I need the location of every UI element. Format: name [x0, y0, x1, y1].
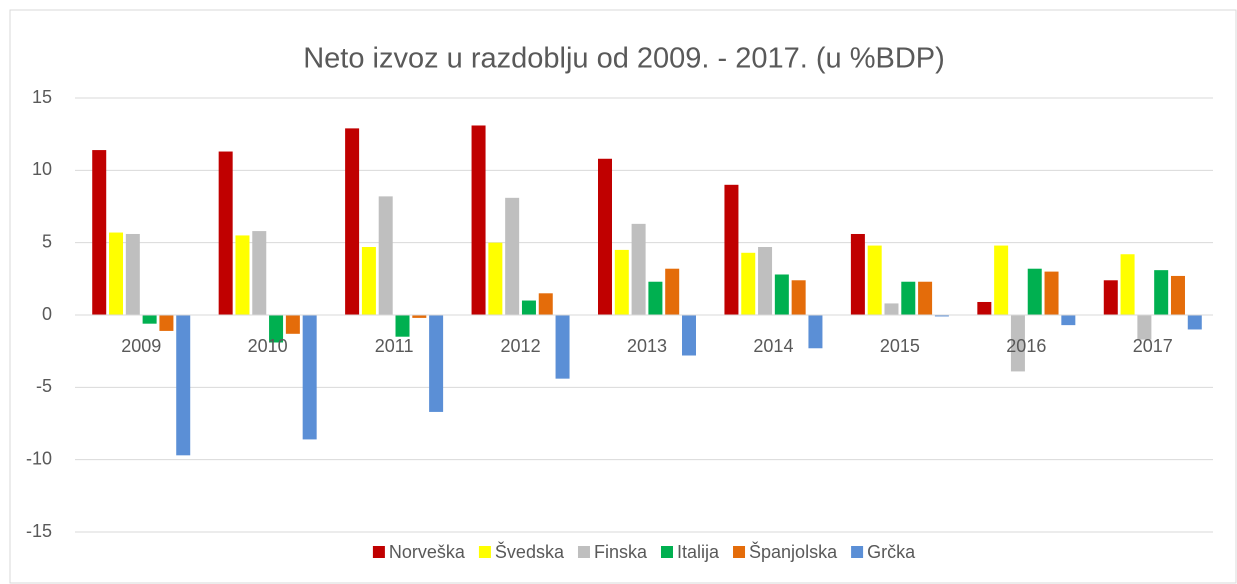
- bar: [682, 315, 696, 356]
- bar: [252, 231, 267, 315]
- bar: [521, 300, 536, 315]
- legend-label: Grčka: [867, 542, 916, 562]
- bar: [1027, 268, 1042, 315]
- bar: [1010, 315, 1025, 372]
- x-tick-label: 2011: [375, 336, 414, 356]
- x-tick-label: 2010: [248, 336, 288, 356]
- bar: [791, 280, 806, 315]
- bar: [125, 233, 140, 315]
- bar: [92, 150, 107, 315]
- bar: [598, 158, 612, 315]
- bar: [901, 281, 916, 315]
- bar: [1170, 275, 1185, 315]
- bar: [471, 125, 486, 315]
- y-tick-label: 0: [42, 304, 52, 324]
- legend-swatch: [478, 546, 491, 558]
- y-tick-label: -15: [26, 521, 52, 541]
- bar: [235, 235, 250, 315]
- bar: [218, 151, 233, 315]
- x-tick-label: 2017: [1133, 336, 1173, 356]
- bar: [176, 315, 191, 456]
- legend-label: Švedska: [495, 541, 565, 562]
- bar: [884, 303, 899, 315]
- x-tick-label: 2016: [1006, 336, 1046, 356]
- bar: [1044, 271, 1059, 315]
- bar: [808, 315, 823, 349]
- bar: [741, 252, 756, 315]
- bar: [665, 268, 680, 315]
- bar: [977, 301, 992, 315]
- x-tick-label: 2014: [753, 336, 793, 356]
- bar: [1187, 315, 1202, 330]
- x-tick-label: 2015: [880, 336, 920, 356]
- legend-swatch: [372, 546, 385, 558]
- bar: [361, 247, 376, 315]
- bar: [867, 245, 882, 315]
- bar: [488, 242, 503, 315]
- bar: [724, 184, 739, 315]
- legend-label: Finska: [594, 542, 648, 562]
- bar: [378, 196, 393, 315]
- bar: [1103, 280, 1118, 315]
- x-tick-label: 2009: [121, 336, 161, 356]
- legend-swatch: [577, 546, 590, 558]
- bar: [555, 315, 570, 379]
- legend-swatch: [733, 546, 746, 558]
- bar: [285, 315, 300, 334]
- bar: [1120, 254, 1135, 315]
- y-tick-label: 5: [42, 231, 52, 251]
- bar: [614, 249, 629, 315]
- bar: [302, 315, 317, 440]
- bar: [1154, 270, 1169, 315]
- bar: [345, 128, 360, 315]
- bar: [1061, 315, 1076, 326]
- y-tick-label: -10: [26, 448, 52, 468]
- bar: [631, 223, 646, 315]
- legend-swatch: [851, 546, 864, 558]
- bar: [109, 232, 124, 315]
- x-tick-label: 2013: [627, 336, 667, 356]
- y-tick-label: 10: [32, 159, 52, 179]
- bar: [850, 233, 865, 315]
- bar: [429, 315, 444, 412]
- chart-title: Neto izvoz u razdoblju od 2009. - 2017. …: [303, 43, 945, 75]
- bar: [994, 245, 1009, 315]
- bar: [1137, 315, 1152, 340]
- bar: [934, 315, 949, 317]
- x-tick-label: 2012: [501, 336, 541, 356]
- bar: [774, 274, 789, 315]
- bar: [758, 247, 773, 315]
- bar: [395, 315, 410, 337]
- bar: [412, 315, 427, 318]
- bar: [505, 197, 520, 315]
- legend-label: Španjolska: [749, 541, 838, 562]
- bar: [648, 281, 663, 315]
- bar: [142, 315, 157, 324]
- bar: [538, 293, 553, 315]
- bar: [269, 315, 284, 343]
- legend-swatch: [660, 546, 673, 558]
- legend-label: Norveška: [389, 542, 466, 562]
- bar: [159, 315, 174, 331]
- y-tick-label: -5: [36, 376, 52, 396]
- bar: [918, 281, 933, 315]
- legend-label: Italija: [677, 542, 720, 562]
- y-tick-label: 15: [32, 87, 52, 107]
